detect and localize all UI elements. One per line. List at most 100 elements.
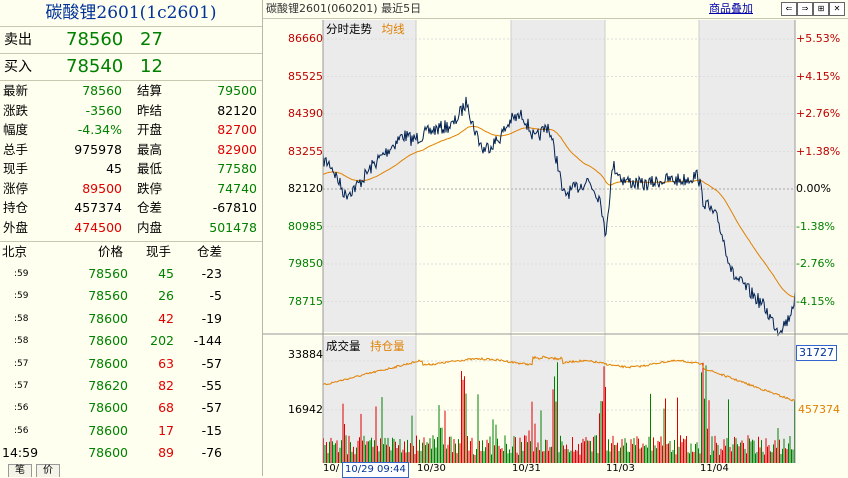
tick-price: 78600 (88, 445, 128, 461)
tick-price: 78620 (88, 378, 128, 393)
tick-time: :56 (14, 403, 29, 414)
stat-value: 74740 (217, 180, 257, 196)
price-axis-tick: 84390 (288, 107, 323, 120)
average-price-line (322, 125, 796, 298)
quote-panel: 碳酸锂2601(1c2601) 卖出 78560 27 买入 78540 12 … (0, 0, 263, 477)
stat-value: 82120 (217, 102, 257, 118)
stat-value: 89500 (82, 180, 122, 196)
stat-value: 78560 (82, 83, 122, 98)
price-axis-tick: 85525 (288, 69, 323, 83)
tick-time: :56 (14, 425, 29, 436)
stat-label: 总手 (3, 141, 29, 157)
date-label-4: 11/04 (700, 463, 729, 474)
ticks-header-time: 北京 (2, 244, 28, 259)
tick-price: 78600 (88, 422, 128, 438)
percent-axis-tick: +5.53% (796, 32, 841, 45)
expand-icon[interactable]: ⊞ (813, 2, 829, 16)
tab-prices[interactable]: 价 (36, 464, 60, 477)
tick-volume: 202 (150, 333, 174, 349)
date-label-1: 10/30 (417, 463, 446, 474)
stat-label: 跌停 (137, 180, 163, 196)
stat-label: 最高 (137, 141, 163, 157)
tick-oi-change: -15 (201, 422, 222, 438)
date-label-2: 10/31 (512, 463, 541, 474)
price-axis-tick: 82120 (288, 182, 323, 195)
stat-value: 45 (106, 161, 122, 176)
stat-label: 昨结 (137, 102, 163, 118)
tick-row: :59 78560 26 -5 (0, 285, 262, 307)
date-label-3: 11/03 (606, 463, 635, 474)
volume-readout: 31727 (796, 345, 837, 361)
tick-time: 14:59 (2, 445, 39, 461)
volume-legend-label: 成交量 (326, 339, 361, 353)
avg-legend-label: 均线 (381, 22, 405, 36)
stat-label: 涨跌 (3, 102, 29, 118)
stat-label: 持仓 (3, 200, 29, 215)
tick-oi-change: -57 (201, 355, 222, 371)
date-label-0: 10/ (323, 463, 340, 474)
ticks-header: 北京 价格 现手 仓差 (0, 242, 262, 262)
ticks-header-oi: 仓差 (197, 244, 223, 259)
stat-row: 现手 45 最低 77580 (0, 159, 262, 178)
ticks-header-price: 价格 (98, 244, 124, 259)
stat-label: 幅度 (3, 122, 29, 137)
tick-time: :59 (14, 291, 29, 302)
tick-volume: 63 (158, 355, 174, 371)
tick-row: :56 78600 17 -15 (0, 420, 262, 442)
stat-row: 涨停 89500 跌停 74740 (0, 179, 262, 198)
prev-day-icon[interactable]: ⇐ (781, 2, 797, 16)
stat-row: 最新 78560 结算 79500 (0, 81, 262, 100)
tick-price: 78600 (88, 355, 128, 371)
stat-value: 77580 (217, 161, 257, 176)
tick-oi-change: -55 (201, 378, 222, 393)
bid-volume: 12 (140, 56, 163, 77)
volume-bars (323, 362, 795, 463)
intraday-chart[interactable] (263, 19, 848, 464)
tick-row: :58 78600 202 -144 (0, 330, 262, 352)
close-icon[interactable]: ✕ (829, 2, 845, 16)
stat-value: -3560 (85, 102, 122, 118)
stat-label: 外盘 (3, 219, 29, 235)
tick-volume: 82 (158, 378, 174, 393)
contract-title: 碳酸锂2601(1c2601) (0, 0, 262, 27)
tick-row: :57 78620 82 -55 (0, 375, 262, 397)
percent-axis-tick: +2.76% (796, 107, 841, 120)
tick-row: :58 78600 42 -19 (0, 308, 262, 330)
oi-legend-label: 持仓量 (370, 339, 405, 353)
tick-price: 78600 (88, 333, 128, 349)
volume-legend: 成交量 持仓量 (326, 339, 405, 353)
stat-value: 975978 (74, 141, 122, 157)
overlay-link[interactable]: 商品叠加 (709, 2, 753, 15)
open-interest-line (322, 355, 796, 403)
tick-price: 78560 (88, 288, 128, 304)
tick-volume: 26 (158, 288, 174, 304)
stat-value: 82900 (217, 141, 257, 157)
stat-row: 外盘 474500 内盘 501478 (0, 218, 262, 237)
day-shade-3 (699, 20, 795, 332)
stat-value: 474500 (74, 219, 122, 235)
stat-label: 内盘 (137, 219, 163, 235)
tick-time: :58 (14, 313, 29, 324)
ticks-header-vol: 现手 (146, 244, 172, 259)
stat-label: 结算 (137, 83, 163, 98)
tab-trades[interactable]: 笔 (8, 464, 32, 477)
stat-label: 开盘 (137, 122, 163, 137)
percent-axis-tick: +1.38% (796, 144, 841, 158)
chart-toolbar: 碳酸锂2601(060201) 最近5日 商品叠加 ⇐ ⇒ ⊞ ✕ (263, 0, 848, 19)
stat-value: -4.34% (77, 122, 122, 137)
day-shade-1 (323, 20, 416, 332)
stat-label: 涨停 (3, 180, 29, 196)
tick-volume: 89 (158, 445, 174, 461)
tick-row: 14:59 78600 89 -76 (0, 442, 262, 464)
next-day-icon[interactable]: ⇒ (797, 2, 813, 16)
stat-value: 457374 (74, 200, 122, 215)
price-axis-tick: 78715 (288, 294, 323, 308)
bid-price: 78540 (66, 56, 124, 77)
tick-volume: 17 (158, 422, 174, 438)
tick-row: :57 78600 63 -57 (0, 353, 262, 375)
price-axis-tick: 83255 (288, 144, 323, 158)
percent-axis-tick: -1.38% (796, 219, 835, 233)
vol-axis-top: 33884 (288, 348, 323, 361)
day-shade-6 (699, 336, 795, 463)
stat-row: 持仓 457374 仓差 -67810 (0, 198, 262, 217)
